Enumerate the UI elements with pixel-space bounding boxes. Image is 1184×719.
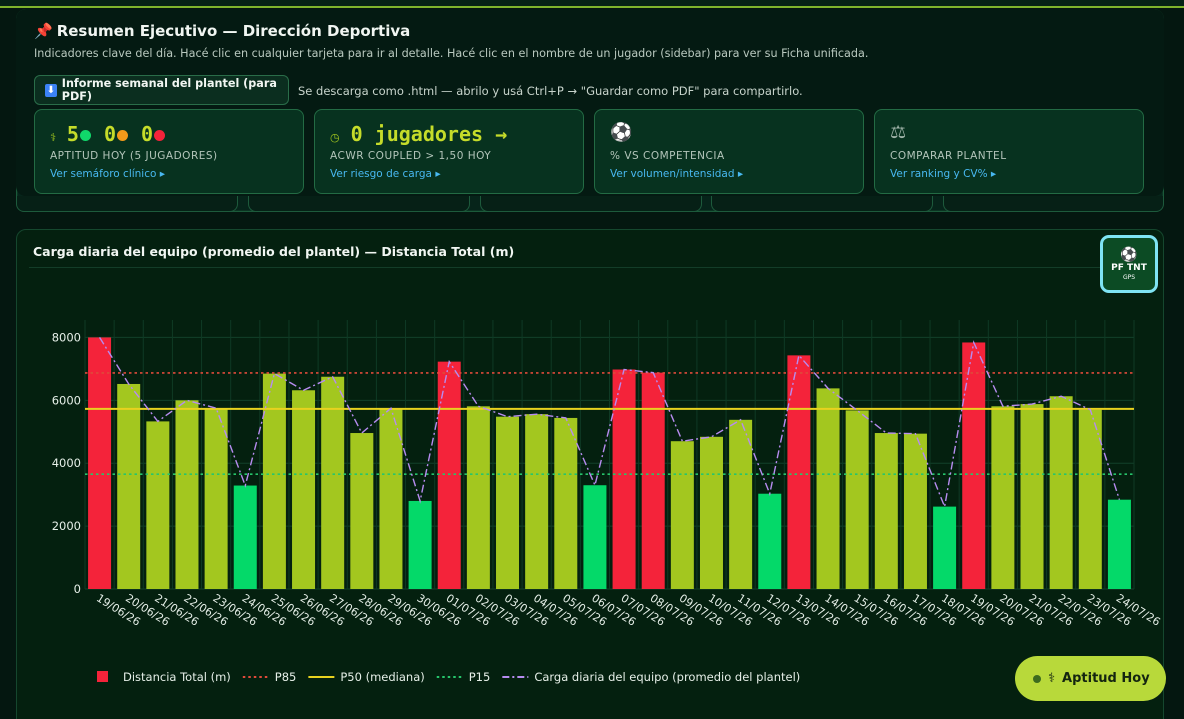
- bar: [845, 410, 869, 589]
- kpi-aptitud-link[interactable]: Ver semáforo clínico ▸: [50, 168, 166, 180]
- bar: [496, 416, 520, 589]
- aptitud-red-count: 0: [140, 122, 153, 146]
- card-stack-edges: [16, 196, 1164, 212]
- bar: [554, 417, 578, 589]
- bar: [350, 433, 374, 589]
- bar: [670, 441, 694, 589]
- team-load-chart-card: 0 2000 4000 6000 8000 19/06/26 20/06/26 21/06/2…: [16, 229, 1164, 719]
- page-subtitle: Indicadores clave del día. Hacé clic en …: [34, 47, 869, 60]
- clock-icon: ◷: [330, 131, 340, 144]
- aptitud-hoy-label: Aptitud Hoy: [1062, 671, 1150, 686]
- status-dot-green: [79, 130, 91, 141]
- bar: [117, 383, 141, 589]
- bar: [699, 436, 723, 589]
- legend-label: Distancia Total (m): [123, 670, 231, 684]
- bar: [437, 361, 461, 589]
- bar: [379, 408, 403, 589]
- y-tick-label: 4000: [52, 456, 81, 470]
- legend-swatch: [97, 671, 108, 682]
- pf-tnt-gps-logo: ⚽ PF TNT GPS: [1100, 235, 1158, 293]
- kpi-card-aptitud[interactable]: ⚕ 5 0 0 APTITUD HOY (5 JUGADORES) Ver se…: [34, 109, 304, 194]
- kpi-acwr-label: ACWR COUPLED > 1,50 HOY: [330, 150, 492, 162]
- legend-label: P85: [275, 670, 297, 684]
- bar: [175, 400, 199, 589]
- kpi-competencia-link[interactable]: Ver volumen/intensidad ▸: [610, 168, 744, 180]
- kpi-competencia-label: % VS COMPETENCIA: [610, 150, 725, 162]
- weekly-report-label: Informe semanal del plantel (para PDF): [61, 77, 277, 103]
- status-dot-orange: [116, 130, 128, 141]
- team-load-chart: 0200040006000800019/06/2620/06/2621/06/2…: [52, 320, 1163, 684]
- aptitud-hoy-button[interactable]: ⚕ Aptitud Hoy: [1015, 656, 1166, 701]
- bar: [525, 414, 549, 589]
- bar: [758, 493, 782, 589]
- bar: [583, 485, 607, 589]
- stack-edge: [943, 196, 1164, 212]
- aptitud-green-count: 5: [66, 122, 79, 146]
- bar: [729, 419, 753, 589]
- bar: [1107, 499, 1131, 589]
- kpi-comparar-label: COMPARAR PLANTEL: [890, 150, 1007, 162]
- stethoscope-icon: ⚕: [1048, 671, 1056, 686]
- kpi-card-acwr[interactable]: ◷ 0 jugadores → ACWR COUPLED > 1,50 HOY …: [314, 109, 584, 194]
- soccer-ball-icon: ⚽: [1120, 247, 1138, 263]
- bar: [1020, 404, 1044, 589]
- pushpin-icon: 📌: [34, 22, 53, 40]
- y-tick-label: 0: [74, 582, 81, 596]
- executive-summary-panel: 📌 Resumen Ejecutivo — Dirección Deportiva…: [16, 9, 1164, 196]
- y-tick-label: 6000: [52, 393, 81, 407]
- legend-label: P15: [469, 670, 491, 684]
- chart-title: Carga diaria del equipo (promedio del pl…: [33, 244, 515, 259]
- y-tick-label: 2000: [52, 519, 81, 533]
- kpi-acwr-link[interactable]: Ver riesgo de carga ▸: [330, 168, 441, 180]
- stack-edge: [248, 196, 470, 212]
- y-tick-label: 8000: [52, 330, 81, 344]
- page-title: 📌 Resumen Ejecutivo — Dirección Deportiva: [34, 22, 411, 40]
- bar: [262, 373, 286, 589]
- report-note: Se descarga como .html — abrilo y usá Ct…: [298, 84, 803, 98]
- kpi-comparar-link[interactable]: Ver ranking y CV% ▸: [890, 168, 997, 180]
- kpi-acwr-value: ◷ 0 jugadores →: [330, 122, 508, 146]
- status-dot: [1033, 674, 1041, 683]
- legend-label: Carga diaria del equipo (promedio del pl…: [534, 670, 800, 684]
- bar: [146, 421, 170, 589]
- bar: [874, 433, 898, 589]
- bar: [612, 369, 636, 589]
- bar: [816, 388, 840, 589]
- stack-edge: [16, 196, 238, 212]
- stack-edge: [480, 196, 702, 212]
- kpi-card-competencia[interactable]: ⚽ % VS COMPETENCIA Ver volumen/intensida…: [594, 109, 864, 194]
- chart-divider: [29, 267, 1151, 268]
- top-strip: [0, 0, 1184, 8]
- series-line-avg: [98, 337, 1121, 510]
- weekly-report-button[interactable]: ⬇ Informe semanal del plantel (para PDF): [34, 75, 289, 105]
- bar: [88, 337, 112, 589]
- bar: [321, 376, 345, 589]
- bar: [466, 406, 490, 589]
- kpi-card-comparar[interactable]: ⚖ COMPARAR PLANTEL Ver ranking y CV% ▸: [874, 109, 1144, 194]
- bar: [204, 408, 228, 589]
- stack-edge: [711, 196, 933, 212]
- status-dot-red: [154, 130, 165, 141]
- medical-icon: ⚕: [50, 131, 56, 144]
- kpi-aptitud-label: APTITUD HOY (5 JUGADORES): [50, 150, 218, 162]
- bar: [1049, 396, 1073, 589]
- bar: [962, 342, 986, 589]
- bar: [641, 372, 665, 589]
- download-icon: ⬇: [45, 83, 57, 97]
- kpi-aptitud-value: ⚕ 5 0 0: [50, 122, 171, 146]
- bar: [408, 500, 432, 589]
- aptitud-orange-count: 0: [103, 122, 116, 146]
- bar: [787, 355, 811, 589]
- bar: [991, 406, 1015, 589]
- balance-scale-icon: ⚖: [890, 122, 907, 143]
- bar: [233, 485, 257, 589]
- legend-label: P50 (mediana): [340, 670, 424, 684]
- bar: [903, 433, 927, 589]
- bar: [1078, 409, 1102, 589]
- bar: [292, 390, 316, 589]
- bar: [933, 506, 957, 589]
- soccer-ball-icon: ⚽: [610, 122, 633, 143]
